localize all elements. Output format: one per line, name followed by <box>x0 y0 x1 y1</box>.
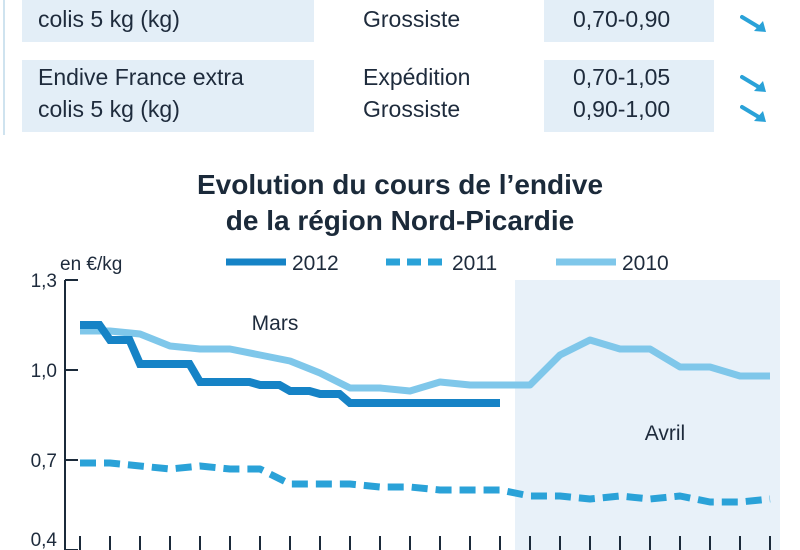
y-tick-label: 1,3 <box>31 271 57 292</box>
price-table: colis 5 kg (kg) Grossiste 0,70-0,90 Endi… <box>0 0 800 140</box>
product-cell <box>22 60 314 132</box>
series-line-2011 <box>80 459 771 506</box>
down-arrow-icon <box>740 105 766 122</box>
price-range: 0,90-1,00 <box>573 96 671 122</box>
chart-title-line-2: de la région Nord-Picardie <box>225 205 575 236</box>
y-axis: 1,3 1,0 0,7 0,4 <box>31 271 78 550</box>
chart-plot: en €/kg 2012 2011 2010 1,3 1,0 0,7 0,4 <box>31 252 780 550</box>
down-arrow-icon <box>740 75 766 92</box>
price-range: 0,70-1,05 <box>573 64 671 90</box>
period-label-avril: Avril <box>645 422 685 445</box>
x-axis-ticks <box>79 536 771 550</box>
market-stage: Grossiste <box>363 6 461 32</box>
y-tick-label: 0,4 <box>31 530 58 550</box>
product-name-line: Endive France extra <box>38 64 244 90</box>
price-cell <box>544 0 714 42</box>
price-range: 0,70-0,90 <box>573 6 671 32</box>
market-stage: Grossiste <box>363 96 461 122</box>
down-arrow-icon <box>740 15 766 32</box>
table-frame <box>3 0 5 135</box>
legend-label-2012: 2012 <box>292 252 339 275</box>
series-line-2012 <box>80 321 500 407</box>
legend-label-2010: 2010 <box>622 252 669 275</box>
legend-label-2011: 2011 <box>452 252 497 275</box>
y-tick-label: 0,7 <box>31 451 57 472</box>
april-shaded-region <box>515 280 780 550</box>
price-cell <box>544 60 714 132</box>
chart-title-line-1: Evolution du cours de l’endive <box>196 169 604 200</box>
y-axis-unit-label: en €/kg <box>60 254 122 275</box>
product-name-line: colis 5 kg (kg) <box>38 6 180 32</box>
legend: 2012 2011 2010 <box>226 252 669 275</box>
period-label-mars: Mars <box>252 312 299 335</box>
price-chart: Evolution du cours de l’endive de la rég… <box>0 152 800 550</box>
y-tick-label: 1,0 <box>31 361 57 382</box>
product-name-line: colis 5 kg (kg) <box>38 96 180 122</box>
product-cell <box>22 0 314 42</box>
series-line-2010 <box>80 327 770 395</box>
market-stage: Expédition <box>363 64 471 90</box>
